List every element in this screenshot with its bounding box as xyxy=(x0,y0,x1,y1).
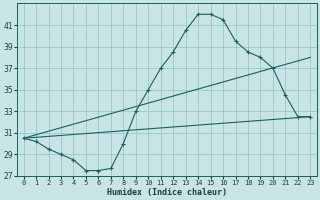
X-axis label: Humidex (Indice chaleur): Humidex (Indice chaleur) xyxy=(107,188,227,197)
